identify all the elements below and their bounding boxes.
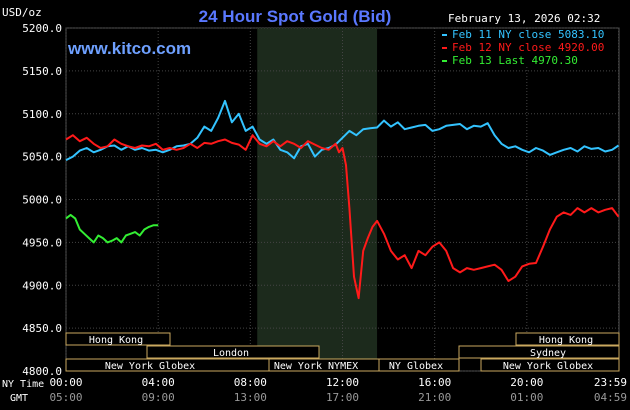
session-bar-hong-kong-2	[515, 332, 620, 346]
chart-date: February 13, 2026 02:32	[448, 12, 600, 25]
x-tick-label-gmt: 04:59	[594, 391, 627, 404]
y-tick-label: 5050.0	[22, 151, 62, 164]
series-line-2	[65, 134, 620, 300]
session-label-new-york-globex-1: New York Globex	[105, 361, 195, 372]
session-label-sydney: Sydney	[530, 348, 566, 359]
x-tick-label-ny: 08:00	[234, 376, 267, 389]
ny-time-label: NY Time	[2, 379, 44, 390]
series-line-1	[65, 99, 620, 161]
site-watermark: www.kitco.com	[67, 39, 191, 58]
session-sydney: Sydney	[458, 345, 620, 359]
chart-title: 24 Hour Spot Gold (Bid)	[199, 7, 392, 26]
session-hong-kong-2: Hong Kong	[515, 332, 620, 346]
y-axis-unit: USD/oz	[2, 6, 42, 19]
ny-time-ticks: 00:00 04:00 08:00 12:00 16:00 20:00 23:59	[49, 376, 627, 389]
legend-label-feb11: Feb 11 NY close 5083.10	[452, 28, 604, 41]
y-axis-ticks: 5200.0 5150.0 5100.0 5050.0 5000.0 4950.0 4900…	[22, 22, 62, 378]
legend-swatch-feb12	[442, 47, 447, 49]
session-bar-hong-kong-1	[65, 332, 171, 346]
legend-entry-feb11: Feb 11 NY close 5083.10	[442, 28, 604, 41]
session-bar-ny-globex	[378, 358, 460, 372]
session-london: London	[146, 345, 320, 359]
x-tick-label-gmt: 13:00	[234, 391, 267, 404]
x-tick-label-ny: 12:00	[326, 376, 359, 389]
x-tick-label-gmt: 17:00	[326, 391, 359, 404]
market-sessions: Hong Kong London New York Globex New Yor…	[65, 332, 620, 372]
x-tick-label-ny: 20:00	[510, 376, 543, 389]
x-tick-label-gmt: 05:00	[49, 391, 82, 404]
y-tick-label: 5100.0	[22, 108, 62, 121]
session-hong-kong-1: Hong Kong	[65, 332, 171, 346]
gmt-label: GMT	[10, 393, 28, 404]
session-new-york-globex-2: New York Globex	[480, 358, 620, 372]
series-line-3	[65, 213, 159, 244]
gmt-time-ticks: 05:00 09:00 13:00 17:00 21:00 01:00 04:59	[49, 391, 627, 404]
y-tick-label: 5200.0	[22, 22, 62, 35]
session-label-new-york-nymex: New York NYMEX	[274, 361, 358, 372]
legend-swatch-feb13	[442, 60, 447, 62]
x-tick-label-gmt: 21:00	[418, 391, 451, 404]
y-tick-label: 4950.0	[22, 236, 62, 249]
legend-label-feb13: Feb 13 Last 4970.30	[452, 54, 578, 67]
y-tick-label: 5150.0	[22, 65, 62, 78]
x-tick-label-ny: 16:00	[418, 376, 451, 389]
y-tick-label: 4850.0	[22, 322, 62, 335]
legend-swatch-feb11	[442, 34, 447, 36]
x-tick-label-gmt: 09:00	[142, 391, 175, 404]
session-ny-globex: NY Globex	[378, 358, 460, 372]
x-tick-label-ny: 00:00	[49, 376, 82, 389]
y-tick-label: 4900.0	[22, 279, 62, 292]
session-bar-new-york-globex-2	[480, 358, 620, 372]
nymex-hours-highlight	[257, 28, 378, 371]
legend-box	[436, 29, 618, 67]
session-new-york-nymex: New York NYMEX	[268, 358, 380, 372]
series-layer	[65, 99, 620, 300]
y-tick-label: 5000.0	[22, 194, 62, 207]
session-bar-sydney	[458, 345, 620, 359]
session-label-hong-kong-2: Hong Kong	[539, 335, 593, 346]
chart-legend: Feb 11 NY close 5083.10 Feb 12 NY close …	[436, 28, 618, 67]
session-label-london: London	[213, 348, 249, 359]
legend-label-feb12: Feb 12 NY close 4920.00	[452, 41, 604, 54]
session-label-new-york-globex-2: New York Globex	[503, 361, 593, 372]
session-label-hong-kong-1: Hong Kong	[89, 335, 143, 346]
x-tick-label-ny: 04:00	[142, 376, 175, 389]
y-tick-label: 4800.0	[22, 365, 62, 378]
session-bar-london	[146, 345, 320, 359]
x-tick-label-ny: 23:59	[594, 376, 627, 389]
legend-entry-feb12: Feb 12 NY close 4920.00	[442, 41, 604, 54]
session-new-york-globex-1: New York Globex	[65, 358, 270, 372]
x-tick-label-gmt: 01:00	[510, 391, 543, 404]
legend-entry-feb13: Feb 13 Last 4970.30	[442, 54, 578, 67]
session-label-ny-globex: NY Globex	[389, 361, 443, 372]
